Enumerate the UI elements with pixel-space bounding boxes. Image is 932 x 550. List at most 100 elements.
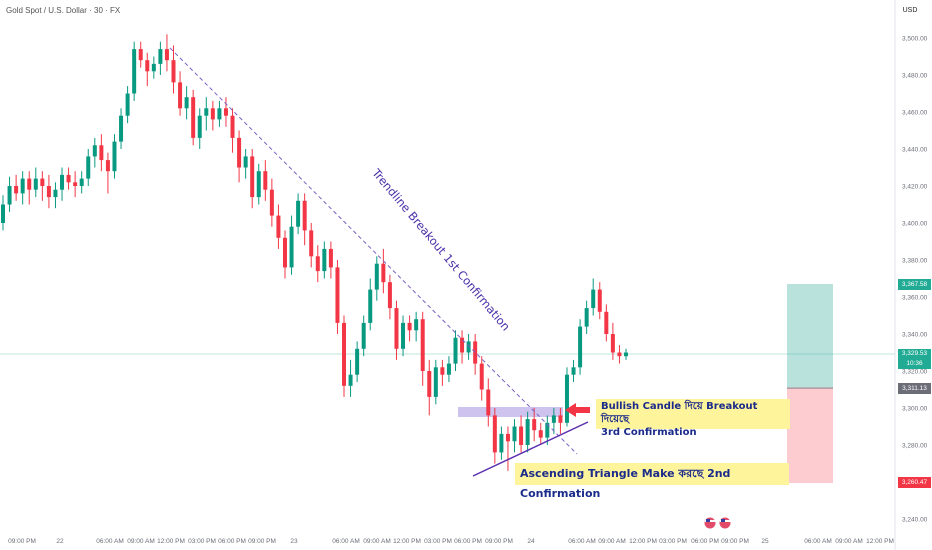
candle-body[interactable] [538,430,543,438]
candle-body[interactable] [361,322,366,349]
candle-body[interactable] [335,267,340,323]
candle-body[interactable] [158,49,163,64]
candle-body[interactable] [420,319,425,371]
candle-body[interactable] [355,348,360,375]
time-axis[interactable]: 09:00 PM 22 06:00 AM 09:00 AM 12:00 PM 03:00 … [8,538,894,545]
candle-body[interactable] [387,282,392,309]
candle-body[interactable] [309,230,314,257]
candle-body[interactable] [191,97,196,138]
candle-body[interactable] [197,115,202,138]
candle-body[interactable] [296,200,301,227]
candle-body[interactable] [348,374,353,386]
candle-body[interactable] [624,352,628,357]
candle-body[interactable] [276,215,281,238]
candle-body[interactable] [368,289,373,323]
candle-body[interactable] [66,174,71,183]
descending-trendline[interactable] [169,47,578,455]
candle-body[interactable] [223,108,228,116]
candle-body[interactable] [571,367,576,375]
breakout-annotation[interactable]: Bullish Candle দিয়ে Breakout দিয়েছে 3r… [596,399,790,438]
candle-body[interactable] [99,145,104,161]
candle-body[interactable] [217,108,222,120]
candle-body[interactable] [407,322,412,331]
candle-body[interactable] [617,352,622,357]
candle-body[interactable] [466,341,471,353]
candle-body[interactable] [27,178,32,190]
candle-body[interactable] [433,367,438,397]
candle-body[interactable] [342,322,347,386]
candle-body[interactable] [33,178,38,190]
candle-body[interactable] [519,426,524,446]
candle-body[interactable] [302,200,307,231]
candle-body[interactable] [53,189,58,198]
candle-body[interactable] [184,97,189,109]
candle-body[interactable] [505,433,510,442]
candle-body[interactable] [178,82,183,109]
candle-body[interactable] [256,171,261,198]
candle-body[interactable] [171,60,176,83]
candle-body[interactable] [138,49,143,61]
candle-body[interactable] [151,63,156,72]
candle-body[interactable] [578,326,583,368]
candle-body[interactable] [492,415,497,453]
candle-body[interactable] [394,308,399,349]
candle-body[interactable] [545,422,550,438]
candle-body[interactable] [210,108,215,120]
candle-body[interactable] [237,137,242,168]
candle-body[interactable] [92,145,97,157]
candle-body[interactable] [381,263,386,283]
candle-body[interactable] [230,115,235,138]
candle-body[interactable] [269,189,274,216]
candle-body[interactable] [7,186,12,205]
candle-body[interactable] [20,178,25,194]
candle-body[interactable] [282,237,287,268]
candle-body[interactable] [60,174,65,190]
candle-body[interactable] [374,263,379,290]
candle-body[interactable] [164,49,169,61]
candle-body[interactable] [473,341,478,364]
ascending-support-line[interactable] [472,421,589,477]
candle-body[interactable] [460,337,465,353]
candle-body[interactable] [610,334,615,353]
candle-body[interactable] [525,419,530,445]
candle-body[interactable] [427,371,432,397]
candle-body[interactable] [243,156,248,168]
candle-body[interactable] [564,374,569,423]
candle-body[interactable] [145,60,150,72]
candle-body[interactable] [446,363,451,375]
candle-body[interactable] [73,182,78,186]
candle-body[interactable] [132,49,137,94]
candle-body[interactable] [112,141,117,172]
candle-body[interactable] [551,415,556,423]
candle-body[interactable] [328,248,333,268]
candle-body[interactable] [597,289,602,312]
candle-body[interactable] [440,367,445,375]
candle-body[interactable] [204,108,209,116]
candle-body[interactable] [46,186,51,198]
candle-body[interactable] [86,156,91,179]
candle-body[interactable] [499,433,504,453]
candle-body[interactable] [263,171,268,190]
candle-body[interactable] [315,256,320,272]
candle-body[interactable] [250,156,255,198]
candle-body[interactable] [604,311,609,334]
candle-body[interactable] [119,115,124,142]
candle-body[interactable] [453,337,458,364]
price-axis[interactable]: 3,240.003,260.003,280.003,300.003,320.00… [902,36,928,524]
symbol-title[interactable]: Gold Spot / U.S. Dollar · 30 · FX [6,6,121,15]
candle-body[interactable] [40,178,45,186]
candle-body[interactable] [289,226,294,268]
candle-body[interactable] [584,308,589,327]
candle-body[interactable] [14,186,19,194]
candle-body[interactable] [558,415,563,423]
candle-body[interactable] [591,289,596,309]
candle-body[interactable] [105,160,110,172]
candle-body[interactable] [79,178,84,186]
candle-body[interactable] [486,389,491,416]
candle-body[interactable] [125,93,130,116]
candle-body[interactable] [532,419,537,431]
candle-body[interactable] [479,363,484,390]
triangle-annotation[interactable]: Ascending Triangle Make করছে 2nd Confirm… [515,463,789,500]
candle-body[interactable] [322,248,327,272]
